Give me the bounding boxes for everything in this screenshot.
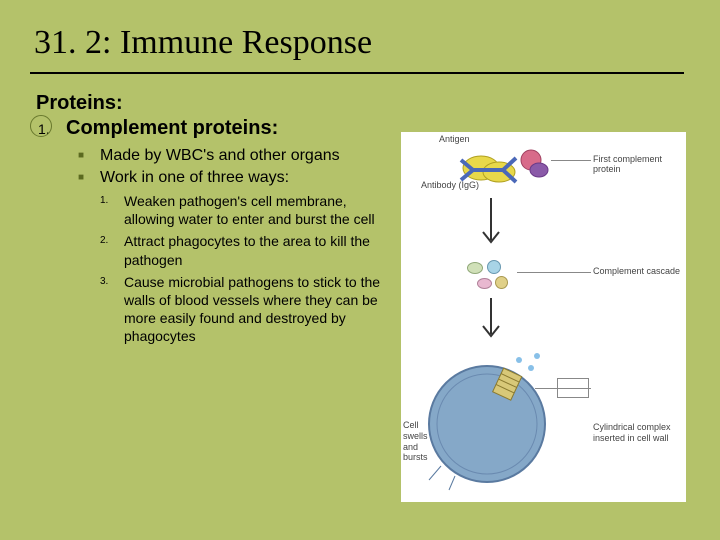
sub-text: Weaken pathogen's cell membrane, allowin…: [124, 192, 391, 228]
callout-box: [557, 378, 589, 398]
label-antibody: Antibody (IgG): [421, 180, 479, 190]
label-first-complement: First complement protein: [593, 154, 686, 174]
slide-title: 31. 2: Immune Response: [34, 24, 690, 62]
cascade-protein-icon: [477, 278, 492, 289]
title-underline: [30, 72, 684, 74]
leader-line: [551, 160, 591, 161]
down-arrow-icon: [471, 196, 511, 256]
leader-line: [517, 272, 591, 273]
sub-text: Attract phagocytes to the area to kill t…: [124, 232, 391, 268]
label-antigen: Antigen: [439, 134, 470, 144]
down-arrow-icon: [471, 296, 511, 346]
label-cascade: Complement cascade: [593, 266, 680, 276]
bullet-item: ■ Work in one of three ways:: [78, 168, 391, 188]
label-cell-swells: Cell swells and bursts: [403, 420, 443, 463]
section-heading: Proteins:: [36, 92, 391, 115]
cascade-protein-icon: [467, 262, 483, 274]
text-column: Proteins: 1. Complement proteins: ■ Made…: [36, 92, 401, 502]
antigen-antibody-cluster: [421, 140, 591, 200]
numbered-item-1: 1. Complement proteins:: [36, 117, 391, 140]
cascade-protein-icon: [487, 260, 501, 274]
sub-item: 2. Attract phagocytes to the area to kil…: [100, 232, 391, 268]
highlight-circle: [30, 115, 52, 137]
content-columns: Proteins: 1. Complement proteins: ■ Made…: [36, 92, 690, 502]
sub-item: 1. Weaken pathogen's cell membrane, allo…: [100, 192, 391, 228]
label-cylindrical-complex: Cylindrical complex inserted in cell wal…: [593, 422, 679, 444]
bullet-item: ■ Made by WBC's and other organs: [78, 146, 391, 166]
square-bullet-icon: ■: [78, 146, 100, 166]
cascade-protein-icon: [495, 276, 508, 289]
sub-number: 3.: [100, 273, 124, 346]
item-text: Complement proteins:: [66, 117, 278, 140]
bullet-text: Work in one of three ways:: [100, 168, 289, 188]
complement-diagram: Antigen Antibody (IgG) First complement …: [401, 132, 686, 502]
sub-item: 3. Cause microbial pathogens to stick to…: [100, 273, 391, 346]
numbered-sublist: 1. Weaken pathogen's cell membrane, allo…: [100, 192, 391, 346]
sub-text: Cause microbial pathogens to stick to th…: [124, 273, 391, 346]
slide: 31. 2: Immune Response Proteins: 1. Comp…: [0, 0, 720, 522]
bullet-list: ■ Made by WBC's and other organs ■ Work …: [78, 146, 391, 188]
sub-number: 2.: [100, 232, 124, 268]
sub-number: 1.: [100, 192, 124, 228]
diagram-column: Antigen Antibody (IgG) First complement …: [401, 92, 690, 502]
bullet-text: Made by WBC's and other organs: [100, 146, 340, 166]
square-bullet-icon: ■: [78, 168, 100, 188]
